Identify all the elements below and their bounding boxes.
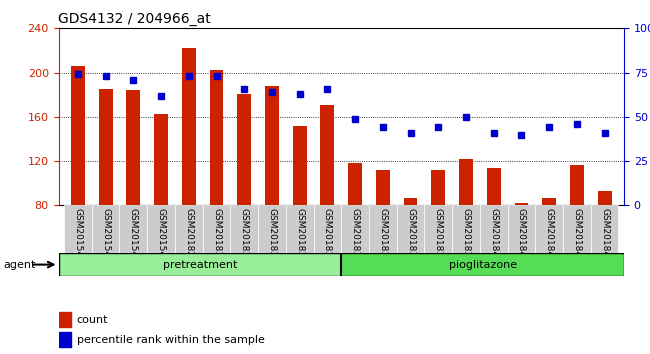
Bar xyxy=(230,205,258,253)
Text: GSM201543: GSM201543 xyxy=(101,208,110,262)
Bar xyxy=(58,312,71,327)
Text: GSM201545: GSM201545 xyxy=(157,208,166,262)
Bar xyxy=(313,205,341,253)
Bar xyxy=(126,90,140,294)
Text: percentile rank within the sample: percentile rank within the sample xyxy=(77,335,265,345)
Bar xyxy=(508,205,536,253)
Bar xyxy=(71,66,85,294)
Bar xyxy=(182,48,196,294)
Text: pioglitazone: pioglitazone xyxy=(448,259,517,270)
Bar xyxy=(459,159,473,294)
Text: GSM201832: GSM201832 xyxy=(267,208,276,262)
Bar xyxy=(536,205,563,253)
Bar xyxy=(265,86,279,294)
Text: GSM201842: GSM201842 xyxy=(545,208,554,262)
Bar xyxy=(147,205,175,253)
Bar xyxy=(480,205,508,253)
Bar xyxy=(92,205,120,253)
Bar xyxy=(348,163,362,294)
Bar xyxy=(369,205,396,253)
Text: GSM201841: GSM201841 xyxy=(517,208,526,262)
Text: GSM201544: GSM201544 xyxy=(129,208,138,262)
Text: GSM201829: GSM201829 xyxy=(185,208,193,262)
Bar xyxy=(209,70,224,294)
Text: GDS4132 / 204966_at: GDS4132 / 204966_at xyxy=(58,12,211,26)
Text: GSM201838: GSM201838 xyxy=(434,208,443,263)
Bar xyxy=(286,205,313,253)
Bar xyxy=(452,205,480,253)
Bar xyxy=(237,93,251,294)
Bar xyxy=(396,205,424,253)
Text: GSM201831: GSM201831 xyxy=(240,208,249,263)
Bar xyxy=(376,170,390,294)
Bar xyxy=(175,205,203,253)
Bar xyxy=(515,203,528,294)
Bar xyxy=(404,198,417,294)
Bar xyxy=(120,205,147,253)
Text: GSM201844: GSM201844 xyxy=(600,208,609,262)
Text: count: count xyxy=(77,315,108,325)
Text: GSM201836: GSM201836 xyxy=(378,208,387,263)
Bar xyxy=(58,253,341,276)
Text: GSM201840: GSM201840 xyxy=(489,208,498,262)
Bar xyxy=(487,168,501,294)
Text: GSM201835: GSM201835 xyxy=(350,208,359,263)
Text: agent: agent xyxy=(3,260,36,270)
Text: GSM201830: GSM201830 xyxy=(212,208,221,263)
Bar xyxy=(570,166,584,294)
Bar xyxy=(341,253,624,276)
Text: pretreatment: pretreatment xyxy=(162,259,237,270)
Bar xyxy=(64,205,92,253)
Text: GSM201837: GSM201837 xyxy=(406,208,415,263)
Bar xyxy=(432,170,445,294)
Bar xyxy=(292,126,307,294)
Bar xyxy=(341,205,369,253)
Bar xyxy=(58,332,71,347)
Bar xyxy=(424,205,452,253)
Bar xyxy=(591,205,618,253)
Text: GSM201843: GSM201843 xyxy=(573,208,581,262)
Bar xyxy=(99,89,112,294)
Bar xyxy=(320,105,334,294)
Text: GSM201833: GSM201833 xyxy=(295,208,304,263)
Bar xyxy=(258,205,286,253)
Bar xyxy=(542,198,556,294)
Bar xyxy=(154,114,168,294)
Bar xyxy=(563,205,591,253)
Bar xyxy=(597,191,612,294)
Bar xyxy=(203,205,230,253)
Text: GSM201834: GSM201834 xyxy=(323,208,332,262)
Text: GSM201839: GSM201839 xyxy=(462,208,471,263)
Text: GSM201542: GSM201542 xyxy=(73,208,83,262)
